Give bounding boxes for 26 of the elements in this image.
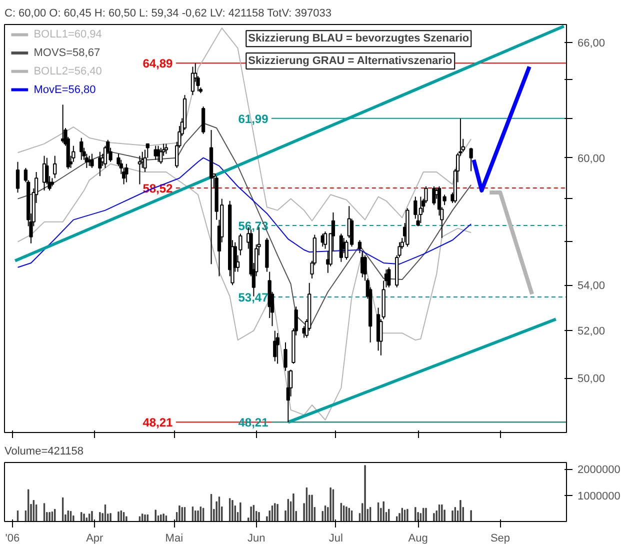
y-tick-label: 52,00 — [578, 326, 606, 338]
x-tick-label: Apr — [86, 532, 104, 544]
x-tick-label: Jul — [328, 532, 343, 544]
annotation: Skizzierung GRAU = Alternativszenario — [248, 55, 452, 68]
x-tick-label: Aug — [408, 532, 428, 544]
ref-line-label: 53,47 — [238, 290, 269, 305]
x-tick-label: Jun — [247, 532, 266, 544]
legend-label: BOLL2=56,40 — [34, 65, 102, 78]
y-tick-label: 50,00 — [578, 373, 606, 386]
y-tick-label: 54,00 — [578, 280, 606, 292]
y-tick-label: 60,00 — [578, 152, 606, 165]
x-tick-label: Mai — [165, 532, 184, 544]
chart-title: C: 60,00 O: 60,45 H: 60,50 L: 59,34 -0,62 LV: 421158 TotV: 397033 — [4, 8, 332, 20]
ref-line-label: 61,99 — [238, 112, 269, 126]
legend-label: BOLL1=60,94 — [34, 28, 102, 41]
y-tick-label: 2000000 — [578, 464, 620, 476]
annotation: Skizzierung BLAU = bevorzugtes Szenario — [248, 32, 470, 45]
x-tick-label: Sep — [490, 532, 510, 544]
legend-label: MOVS=58,67 — [34, 47, 100, 60]
ref-line-label: 64,89 — [142, 56, 174, 71]
x-tick-label: '06 — [5, 532, 20, 544]
chart-title: Volume=421158 — [4, 446, 84, 458]
legend-label: MovE=56,80 — [34, 84, 96, 96]
y-tick-label: 1000000 — [578, 490, 620, 502]
ref-line-label: 48,21 — [142, 416, 174, 430]
y-tick-label: 66,00 — [578, 38, 606, 50]
